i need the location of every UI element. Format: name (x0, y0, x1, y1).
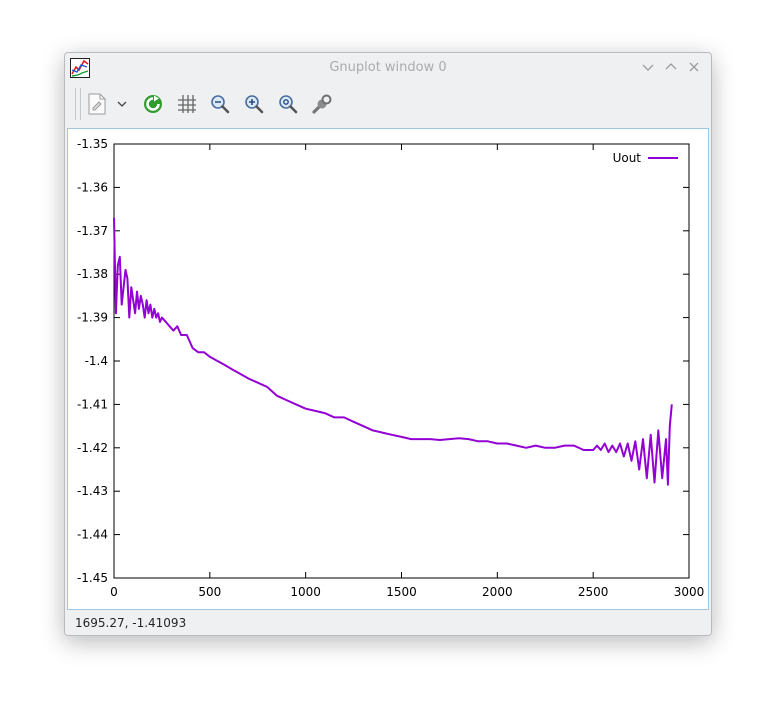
y-tick-label: -1.38 (77, 267, 108, 281)
y-tick-label: -1.39 (77, 311, 108, 325)
gnuplot-app-icon (70, 58, 90, 78)
minimize-button[interactable] (640, 59, 656, 75)
settings-button[interactable] (310, 92, 334, 116)
toolbar (65, 84, 711, 124)
wrench-icon (312, 94, 332, 114)
zoom-in-icon (245, 95, 264, 114)
y-tick-label: -1.35 (77, 137, 108, 151)
y-tick-label: -1.45 (77, 571, 108, 585)
document-export-icon (88, 93, 106, 115)
export-menu-button[interactable] (115, 92, 129, 116)
zoom-previous-button[interactable] (208, 92, 232, 116)
x-tick-label: 1500 (386, 585, 417, 599)
autoscale-button[interactable] (276, 92, 300, 116)
x-tick-label: 1000 (290, 585, 321, 599)
grid-button[interactable] (175, 92, 199, 116)
refresh-icon (144, 95, 162, 113)
y-tick-label: -1.44 (77, 528, 108, 542)
gnuplot-window: Gnuplot window 0 (64, 52, 712, 636)
chevron-down-icon (117, 101, 127, 107)
grid-icon (178, 95, 196, 113)
y-tick-label: -1.43 (77, 484, 108, 498)
plot-area[interactable]: 0 500 1000 1500 2000 2500 3000 -1.35 -1.36 -1.37 -… (67, 128, 709, 610)
close-button[interactable] (686, 59, 702, 75)
x-tick-label: 3000 (674, 585, 705, 599)
chevron-up-icon (665, 63, 677, 70)
window-title: Gnuplot window 0 (329, 60, 447, 75)
x-tick-label: 2500 (578, 585, 609, 599)
close-icon (689, 62, 699, 72)
series-line-uout (113, 217, 673, 486)
y-tick-label: -1.42 (77, 441, 108, 455)
replot-button[interactable] (141, 92, 165, 116)
toolbar-handle[interactable] (75, 88, 81, 120)
legend-label: Uout (613, 151, 642, 165)
y-tick-label: -1.36 (77, 180, 108, 194)
y-tick-label: -1.37 (77, 224, 108, 238)
x-tick-label: 2000 (482, 585, 513, 599)
x-tick-label: 500 (198, 585, 221, 599)
export-button[interactable] (85, 92, 109, 116)
status-coordinates: 1695.27, -1.41093 (75, 616, 187, 630)
zoom-next-button[interactable] (242, 92, 266, 116)
zoom-out-icon (211, 95, 230, 114)
x-tick-label: 0 (110, 585, 118, 599)
title-bar[interactable]: Gnuplot window 0 (65, 53, 711, 83)
y-tick-label: -1.4 (85, 354, 108, 368)
plot-border (113, 143, 690, 579)
y-tick-label: -1.41 (77, 397, 108, 411)
maximize-button[interactable] (663, 59, 679, 75)
chevron-down-icon (642, 64, 654, 71)
zoom-reset-icon (279, 95, 298, 114)
line-chart[interactable]: 0 500 1000 1500 2000 2500 3000 -1.35 -1.36 -1.37 -… (68, 129, 708, 609)
